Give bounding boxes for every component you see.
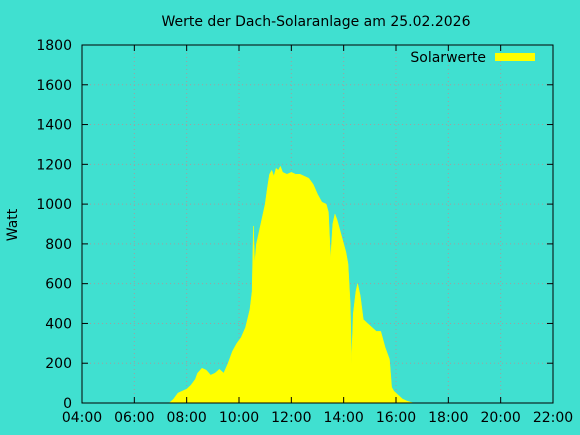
plot-area [168, 165, 414, 404]
axes: 0 200 400 600 800 1000 1200 1400 1600 1800 04:00 06… [36, 38, 573, 426]
x-tick-label: 20:00 [480, 410, 520, 426]
grid-lines [82, 45, 553, 403]
y-tick-label: 200 [45, 356, 72, 372]
y-tick-label: 1600 [36, 78, 72, 94]
y-tick-label: 600 [45, 277, 72, 293]
y-tick-label: 1400 [36, 118, 72, 134]
y-axis-label: Watt [5, 208, 21, 241]
x-tick-label: 06:00 [114, 410, 154, 426]
y-tick-label: 1200 [36, 157, 72, 173]
legend-swatch [495, 53, 535, 61]
legend: Solarwerte [410, 50, 535, 66]
y-tick-label: 800 [45, 237, 72, 253]
y-tick-label: 0 [63, 396, 72, 412]
x-tick-label: 18:00 [428, 410, 468, 426]
series-area-0 [168, 165, 414, 404]
x-tick-label: 22:00 [533, 410, 573, 426]
x-tick-label: 10:00 [219, 410, 259, 426]
legend-label: Solarwerte [410, 50, 486, 66]
x-tick-label: 12:00 [271, 410, 311, 426]
y-tick-label: 400 [45, 316, 72, 332]
x-tick-label: 04:00 [62, 410, 102, 426]
x-tick-label: 14:00 [323, 410, 363, 426]
y-tick-label: 1800 [36, 38, 72, 54]
chart-title: Werte der Dach-Solaranlage am 25.02.2026 [161, 14, 470, 30]
y-tick-label: 1000 [36, 197, 72, 213]
x-tick-label: 08:00 [166, 410, 206, 426]
x-tick-label: 16:00 [376, 410, 416, 426]
plot-frame [81, 44, 554, 404]
